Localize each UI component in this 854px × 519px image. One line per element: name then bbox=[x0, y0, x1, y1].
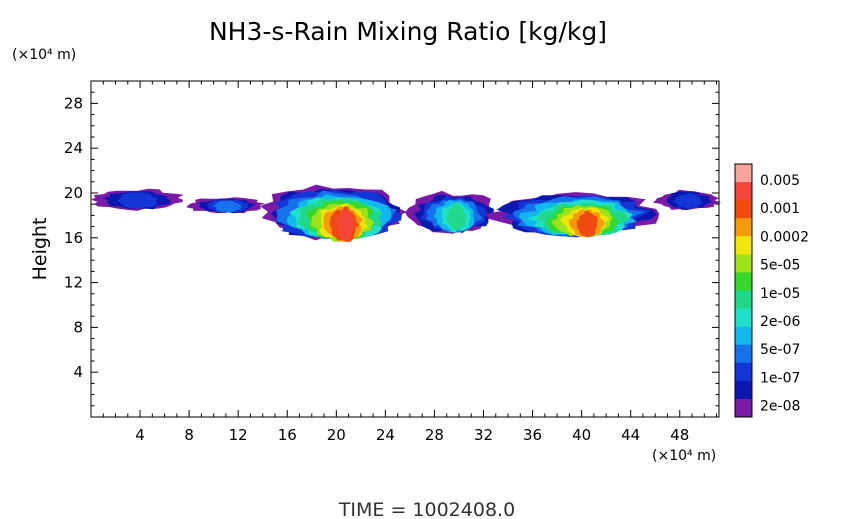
x-tick-label: 16 bbox=[278, 426, 297, 444]
cloud-contour bbox=[576, 210, 598, 238]
x-tick-label: 40 bbox=[572, 426, 591, 444]
colorbar-swatch bbox=[735, 326, 752, 346]
colorbar-label: 1e-07 bbox=[760, 370, 800, 386]
colorbar-frame bbox=[734, 163, 753, 418]
colorbar-swatch bbox=[735, 290, 752, 310]
y-tick-label: 4 bbox=[73, 363, 83, 381]
y-tick-label: 24 bbox=[64, 139, 83, 157]
x-tick-labels: 4 8 12 16 20 24 28 32 36 40 44 48 bbox=[135, 426, 689, 444]
y-tick-labels: 4 8 12 16 20 24 28 bbox=[64, 94, 83, 381]
x-tick-label: 32 bbox=[474, 426, 493, 444]
axis-ticks bbox=[91, 81, 719, 417]
x-tick-label: 48 bbox=[670, 426, 689, 444]
y-tick-label: 8 bbox=[73, 318, 83, 336]
x-tick-label: 20 bbox=[327, 426, 346, 444]
colorbar-swatch bbox=[735, 254, 752, 273]
colorbar-swatch bbox=[735, 182, 752, 201]
colorbar-label: 0.001 bbox=[760, 201, 800, 217]
cloud-contour bbox=[336, 208, 354, 242]
colorbar-swatch bbox=[735, 272, 752, 291]
colorbar-swatch bbox=[735, 344, 752, 364]
cloud-contour bbox=[116, 192, 158, 209]
x-tick-label: 28 bbox=[425, 426, 444, 444]
x-axis-unit: (×10⁴ m) bbox=[652, 448, 716, 464]
chart-title: NH3-s-Rain Mixing Ratio [kg/kg] bbox=[209, 17, 607, 46]
colorbar-swatch bbox=[735, 362, 752, 382]
colorbar-labels: 0.005 0.001 0.0002 5e-05 1e-05 2e-06 5e-07 1e-0… bbox=[760, 173, 809, 415]
x-tick-label: 24 bbox=[376, 426, 395, 444]
colorbar-label: 0.005 bbox=[760, 173, 800, 189]
colorbar bbox=[734, 163, 753, 418]
y-tick-label: 28 bbox=[64, 94, 83, 112]
colorbar-label: 5e-05 bbox=[760, 258, 800, 274]
colorbar-label: 2e-06 bbox=[760, 314, 800, 330]
colorbar-swatch bbox=[735, 398, 752, 418]
plot-frame bbox=[90, 80, 720, 418]
x-tick-label: 8 bbox=[184, 426, 194, 444]
colorbar-swatch bbox=[735, 236, 752, 255]
x-tick-label: 4 bbox=[135, 426, 145, 444]
x-tick-label: 36 bbox=[523, 426, 542, 444]
colorbar-swatch bbox=[735, 200, 752, 219]
colorbar-label: 2e-08 bbox=[760, 399, 800, 415]
x-tick-label: 12 bbox=[229, 426, 248, 444]
colorbar-swatch bbox=[735, 308, 752, 328]
colorbar-swatch bbox=[735, 380, 752, 400]
y-axis-label: Height bbox=[29, 218, 51, 281]
time-annotation: TIME = 1002408.0 bbox=[338, 499, 515, 519]
cloud-contour bbox=[213, 200, 242, 213]
x-tick-label: 44 bbox=[621, 426, 640, 444]
y-tick-label: 12 bbox=[64, 274, 83, 292]
y-tick-label: 20 bbox=[64, 184, 83, 202]
y-axis-unit: (×10⁴ m) bbox=[12, 47, 76, 63]
cloud-contour bbox=[446, 203, 467, 231]
colorbar-label: 5e-07 bbox=[760, 342, 800, 358]
colorbar-label: 1e-05 bbox=[760, 286, 800, 302]
cloud-field bbox=[91, 184, 722, 243]
cloud-contour bbox=[672, 193, 703, 209]
colorbar-swatch bbox=[735, 218, 752, 237]
colorbar-label: 0.0002 bbox=[760, 229, 809, 245]
y-tick-label: 16 bbox=[64, 229, 83, 247]
colorbar-swatch bbox=[735, 164, 752, 183]
